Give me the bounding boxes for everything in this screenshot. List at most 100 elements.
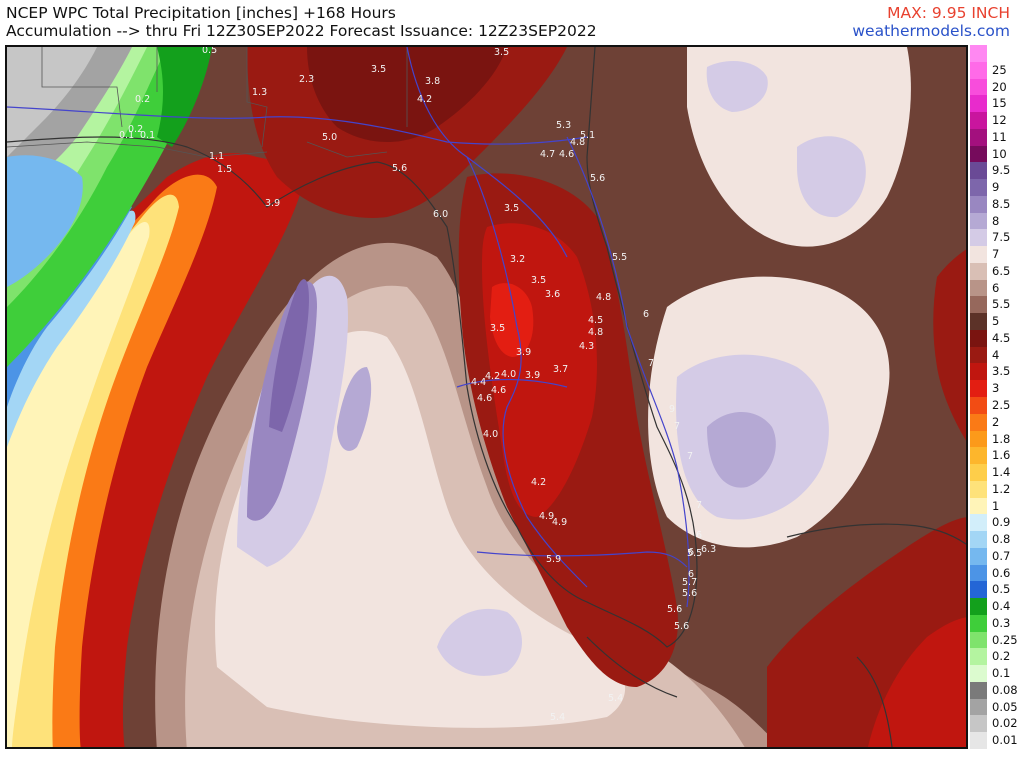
legend-row: 0.01: [968, 732, 1024, 749]
legend-swatch: [970, 78, 987, 96]
legend-row: 10: [968, 145, 1024, 163]
precip-point-label: 4.7: [540, 149, 555, 160]
legend-label: 7: [992, 247, 1000, 262]
legend-label: 1.6: [992, 448, 1011, 463]
legend-swatch: [970, 313, 987, 330]
precip-point-label: 0.5: [202, 47, 217, 56]
legend-label: 4: [992, 347, 1000, 362]
precip-point-label: 5.6: [667, 604, 682, 615]
legend-swatch: [970, 547, 987, 565]
state-borders: [7, 47, 408, 158]
legend-row: 4: [968, 346, 1024, 364]
precip-zone-se-brightred: [867, 617, 966, 747]
precip-point-label: 5.7: [682, 577, 697, 588]
legend-label: 3: [992, 381, 1000, 396]
precip-point-label: 3.5: [490, 323, 505, 334]
legend-row: 6.5: [968, 262, 1024, 280]
precip-point-label: 6: [696, 530, 702, 541]
legend-row: 9.5: [968, 162, 1024, 180]
legend-label: 0.25: [992, 632, 1018, 647]
precip-zone-atlantic-purple: [707, 412, 776, 488]
legend-label: 4.5: [992, 330, 1011, 345]
precip-point-label: 3.9: [525, 370, 540, 381]
legend-swatch: [970, 112, 987, 129]
precip-point-label: 7: [687, 451, 693, 462]
legend-row: [968, 45, 1024, 62]
legend-label: 11: [992, 129, 1007, 144]
precip-point-label: 4.6: [559, 149, 574, 160]
legend-label: 2.5: [992, 398, 1011, 412]
legend-row: 0.08: [968, 681, 1024, 699]
legend-swatch: [970, 229, 987, 247]
legend-swatch: [970, 296, 987, 314]
legend-swatch: [970, 581, 987, 599]
legend-swatch: [970, 480, 987, 498]
legend-label: 3.5: [992, 364, 1011, 379]
precip-zone-lightblue: [7, 210, 136, 447]
legend-label: 0.4: [992, 599, 1011, 614]
legend-label: 1.4: [992, 465, 1011, 480]
legend-row: 2.5: [968, 397, 1024, 414]
legend-swatch: [970, 631, 987, 649]
legend-label: 0.05: [992, 699, 1018, 714]
precip-point-label: 9: [669, 404, 675, 415]
precip-point-label: 7: [674, 421, 680, 432]
legend-label: 8: [992, 213, 1000, 228]
legend-swatch: [970, 346, 987, 364]
legend-row: 2: [968, 413, 1024, 431]
precip-zone-bluelake: [7, 155, 83, 287]
legend-row: 0.6: [968, 564, 1024, 582]
precip-zone-gulf-dark-purple: [269, 279, 309, 432]
precip-point-label: 5.6: [392, 163, 407, 174]
precip-point-label: 3.5: [494, 47, 509, 58]
precip-point-label: 3.7: [553, 364, 568, 375]
precip-point-label: 6: [688, 569, 694, 580]
precip-point-label: 3.2: [510, 254, 525, 265]
legend-swatch: [970, 514, 987, 532]
legend-label: 20: [992, 79, 1007, 94]
legend-label: 0.9: [992, 515, 1011, 530]
legend-swatch: [970, 397, 987, 414]
precip-point-label: 3.8: [425, 76, 440, 87]
precip-zone-ne-lav-2: [706, 61, 768, 112]
legend-row: 1.4: [968, 464, 1024, 481]
precip-point-label: 5.4: [550, 712, 565, 723]
legend-row: 3: [968, 380, 1024, 397]
precip-point-label: 4.4: [471, 377, 486, 388]
legend-row: 20: [968, 78, 1024, 96]
site-link[interactable]: weathermodels.com: [852, 22, 1010, 40]
legend-row: 3.5: [968, 363, 1024, 381]
precip-point-label: 5.5: [612, 252, 627, 263]
legend-label: 0.2: [992, 649, 1011, 664]
legend-label: 0.5: [992, 582, 1011, 597]
legend-swatch: [970, 380, 987, 397]
precip-point-label: 4.2: [531, 477, 546, 488]
map-title-line-1: NCEP WPC Total Precipitation [inches] +1…: [6, 4, 396, 22]
precip-point-label: 0.1: [119, 130, 134, 141]
precip-point-label: 0.1: [140, 130, 155, 141]
precip-point-label: 5.6: [682, 588, 697, 599]
legend-swatch: [970, 715, 987, 733]
legend-row: 7.5: [968, 229, 1024, 247]
legend-label: 0.7: [992, 548, 1011, 563]
precip-point-label: 5.5: [687, 548, 702, 559]
legend-label: 7.5: [992, 230, 1011, 245]
legend-swatch: [970, 179, 987, 196]
legend-swatch: [970, 464, 987, 481]
legend-swatch: [970, 665, 987, 682]
legend-row: 5.5: [968, 296, 1024, 314]
legend-label: 10: [992, 146, 1007, 161]
color-scale-legend: 25 20 15 12 11 10 9.5 9 8.5 8 7.5 7 6.5 6 5.5 5 4.5 4 3.5 3…: [968, 45, 1024, 749]
precip-point-label: 1.3: [252, 87, 267, 98]
legend-label: 15: [992, 96, 1007, 111]
legend-label: 0.3: [992, 615, 1011, 630]
map-title-line-2: Accumulation --> thru Fri 12Z30SEP2022 F…: [6, 22, 597, 40]
precipitation-map[interactable]: 0.5 3.5 3.5 3.8 4.2 2.3 1.3 0.2 0.2 0.1 0.1 1.1 1.5 3…: [5, 45, 968, 749]
legend-row: 0.9: [968, 514, 1024, 532]
legend-swatch: [970, 598, 987, 615]
legend-row: 0.25: [968, 631, 1024, 649]
precip-point-label: 4.9: [539, 511, 554, 522]
legend-row: 15: [968, 95, 1024, 113]
legend-row: 0.3: [968, 614, 1024, 632]
legend-swatch: [970, 614, 987, 632]
